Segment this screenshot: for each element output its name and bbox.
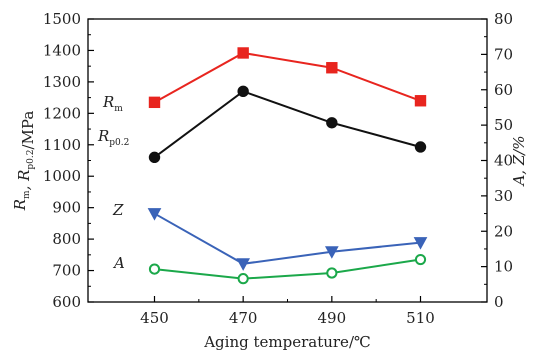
series-label-main: R (102, 93, 114, 111)
y-right-tick-label: 70 (494, 45, 513, 63)
data-point-rp0-2 (148, 151, 161, 164)
y-left-tick-label: 900 (52, 199, 81, 217)
y-left-axis-title: Rm, Rp0.2/MPa (11, 111, 37, 212)
y-right-tick-label: 10 (494, 258, 513, 276)
data-point-a (237, 273, 249, 285)
series-line-z (154, 212, 421, 265)
series-line-rp0-2 (153, 90, 421, 159)
data-point-a (414, 253, 427, 266)
y-left-tick-label: 1200 (43, 104, 81, 122)
data-point-z (147, 208, 162, 221)
series-label-z: Z (112, 201, 124, 219)
data-point-rm (237, 47, 249, 59)
data-point-z (413, 237, 428, 250)
x-tick-label: 510 (406, 309, 435, 327)
y-right-tick-label: 50 (494, 116, 513, 134)
data-point-rp0-2 (237, 85, 249, 98)
y-left-tick-label: 800 (52, 230, 81, 248)
series-label-a: A (112, 254, 125, 272)
y-right-axis-title: A, Z/% (510, 135, 528, 187)
series-layer (147, 47, 428, 285)
series-label-rp0-2: Rp0.2 (97, 127, 129, 148)
y-left-tick-label: 1100 (43, 136, 81, 154)
series-label-main: R (97, 127, 109, 145)
y-right-tick-label: 40 (494, 152, 513, 170)
y-left-title-part: /MPa (19, 111, 37, 150)
data-point-a (326, 267, 338, 279)
y-left-title-subscript: p0.2 (26, 150, 36, 170)
y-left-tick-label: 600 (52, 293, 81, 311)
y-left-title-part: , R (15, 170, 33, 191)
x-tick-label: 490 (318, 309, 347, 327)
x-tick-label: 470 (229, 309, 258, 327)
series-label-main: Z (112, 201, 124, 219)
x-axis-title: Aging temperature/℃ (203, 333, 371, 351)
y-left-tick-label: 1000 (43, 167, 81, 185)
series-label-main: A (112, 254, 125, 272)
data-point-z (236, 258, 251, 271)
x-tick-label: 450 (140, 309, 169, 327)
data-point-rm (414, 95, 427, 107)
y-left-tick-label: 1500 (43, 10, 81, 28)
series-line-a (154, 258, 421, 280)
axes-layer: 600 700 800 900 1000 1100 1200 1300 1400 1500 0 10 2… (11, 10, 528, 351)
data-point-rp0-2 (414, 141, 427, 153)
series-label-subscript: p0.2 (109, 138, 129, 148)
data-point-a (148, 263, 161, 275)
y-left-title-subscript: m (22, 190, 32, 199)
data-point-rm (326, 62, 338, 74)
y-right-tick-label: 30 (494, 187, 513, 205)
y-right-tick-label: 20 (494, 222, 513, 240)
y-right-tick-label: 80 (494, 10, 513, 28)
y-right-tick-label: 0 (494, 293, 504, 311)
y-right-tick-label: 60 (494, 81, 513, 99)
plot-frame (87, 18, 488, 303)
series-label-subscript: m (114, 104, 123, 114)
data-point-rm (148, 96, 161, 109)
series-line-rm (154, 51, 421, 104)
y-left-title-part: R (11, 199, 29, 211)
y-left-tick-label: 1300 (43, 73, 81, 91)
y-left-tick-label: 700 (52, 262, 81, 280)
data-point-rp0-2 (326, 117, 338, 129)
data-point-z (324, 246, 339, 259)
y-left-tick-label: 1400 (43, 41, 81, 59)
series-label-rm: Rm (102, 93, 123, 114)
